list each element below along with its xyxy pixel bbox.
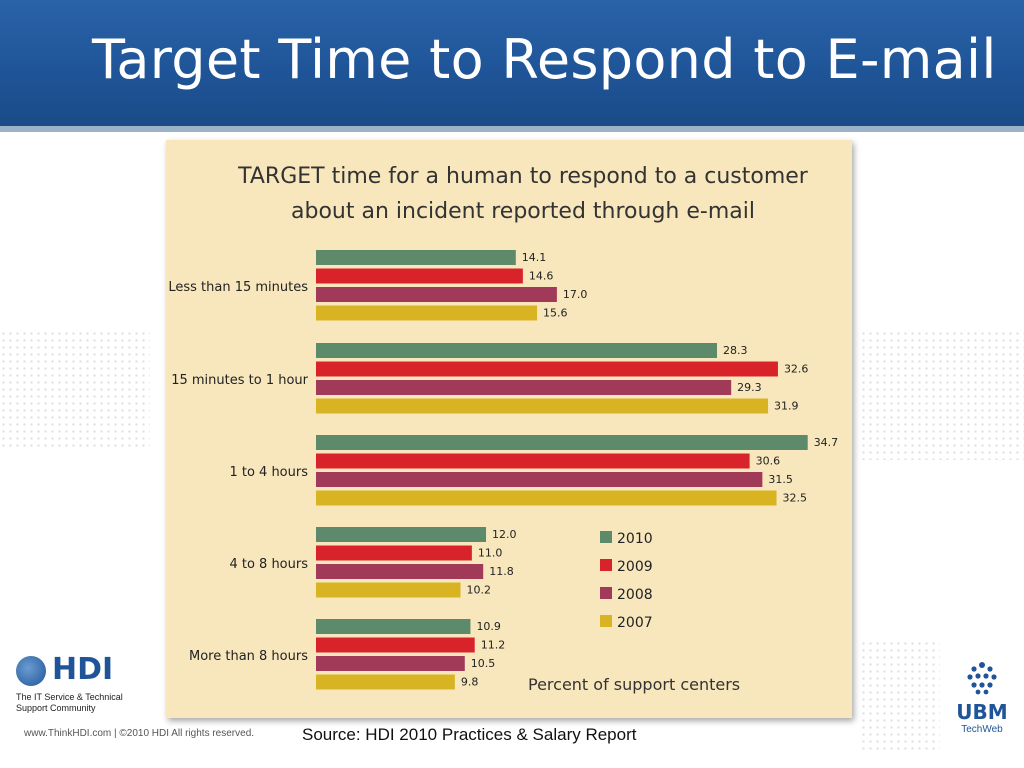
bar: [316, 472, 763, 487]
bar-value-label: 11.8: [489, 565, 514, 578]
bar: [316, 619, 471, 634]
globe-icon: [16, 656, 46, 686]
background-dots-right: [860, 330, 1024, 460]
category-label: 4 to 8 hours: [229, 557, 308, 572]
bar-value-label: 10.2: [467, 584, 492, 597]
bar: [316, 343, 718, 358]
bar: [316, 435, 808, 450]
bar: [316, 380, 732, 395]
legend-label: 2009: [617, 559, 653, 575]
bar-value-label: 31.5: [768, 473, 793, 486]
bar: [316, 674, 455, 690]
bar-value-label: 31.9: [774, 400, 799, 413]
bar-value-label: 10.5: [471, 657, 496, 670]
bar: [316, 527, 487, 542]
category-label: Less than 15 minutes: [168, 280, 308, 295]
title-bar-rule: [0, 126, 1024, 132]
bar-value-label: 32.6: [784, 363, 809, 376]
bar: [316, 305, 538, 321]
background-dots-left: [0, 330, 150, 450]
bar: [316, 453, 750, 469]
ubm-logo-word: UBM: [956, 700, 1008, 724]
ubm-logo-sub: TechWeb: [961, 724, 1003, 735]
background-dots-bottom-right: [860, 640, 940, 750]
chart-title-line-2: about an incident reported through e-mai…: [291, 199, 755, 224]
legend-swatch: [600, 587, 612, 599]
hdi-tagline: The IT Service & Technical Support Commu…: [16, 692, 123, 713]
bar: [316, 637, 475, 653]
bar-value-label: 11.2: [481, 639, 506, 652]
footer-copyright: www.ThinkHDI.com | ©2010 HDI All rights …: [24, 728, 255, 739]
bar-value-label: 15.6: [543, 307, 568, 320]
legend-swatch: [600, 531, 612, 543]
bar-value-label: 9.8: [461, 676, 479, 689]
bar-value-label: 32.5: [783, 492, 808, 505]
bar: [316, 361, 778, 377]
bar-value-label: 10.9: [476, 620, 501, 633]
slide-title: Target Time to Respond to E-mail: [92, 28, 997, 91]
category-label: 1 to 4 hours: [229, 465, 308, 480]
chart-title-line-1: TARGET time for a human to respond to a …: [237, 164, 809, 189]
ubm-dots-icon: [967, 662, 997, 695]
bar: [316, 656, 465, 671]
bar-value-label: 11.0: [478, 547, 503, 560]
ubm-logo: UBM TechWeb: [950, 660, 1014, 740]
bar: [316, 287, 557, 302]
legend: 2010 2009 2008 2007: [600, 531, 653, 631]
bar: [316, 250, 516, 265]
source-note: Source: HDI 2010 Practices & Salary Repo…: [302, 725, 637, 744]
bar-value-label: 14.1: [522, 251, 547, 264]
chart-panel: TARGET time for a human to respond to a …: [166, 140, 852, 718]
bar: [316, 268, 523, 284]
bar-chart: TARGET time for a human to respond to a …: [168, 164, 838, 694]
bar-value-label: 30.6: [756, 455, 781, 468]
legend-swatch: [600, 615, 612, 627]
x-axis-label: Percent of support centers: [528, 675, 740, 694]
legend-swatch: [600, 559, 612, 571]
bar-value-label: 14.6: [529, 270, 554, 283]
bar-value-label: 29.3: [737, 381, 762, 394]
category-label: 15 minutes to 1 hour: [171, 373, 308, 388]
bar-value-label: 17.0: [563, 288, 588, 301]
bar: [316, 398, 769, 414]
category-label: More than 8 hours: [189, 649, 308, 664]
title-bar: [0, 0, 1024, 126]
legend-label: 2007: [617, 615, 653, 631]
legend-label: 2010: [617, 531, 653, 547]
bar: [316, 564, 484, 579]
hdi-logo-word: HDI: [52, 652, 114, 687]
bars-layer: Less than 15 minutes 14.1 14.6 17.0 15.6 15 m…: [168, 250, 838, 690]
bar: [316, 582, 461, 598]
bar-value-label: 28.3: [723, 344, 748, 357]
bar: [316, 545, 472, 561]
bar: [316, 490, 777, 506]
bar-value-label: 12.0: [492, 528, 517, 541]
legend-label: 2008: [617, 587, 653, 603]
bar-value-label: 34.7: [814, 436, 839, 449]
